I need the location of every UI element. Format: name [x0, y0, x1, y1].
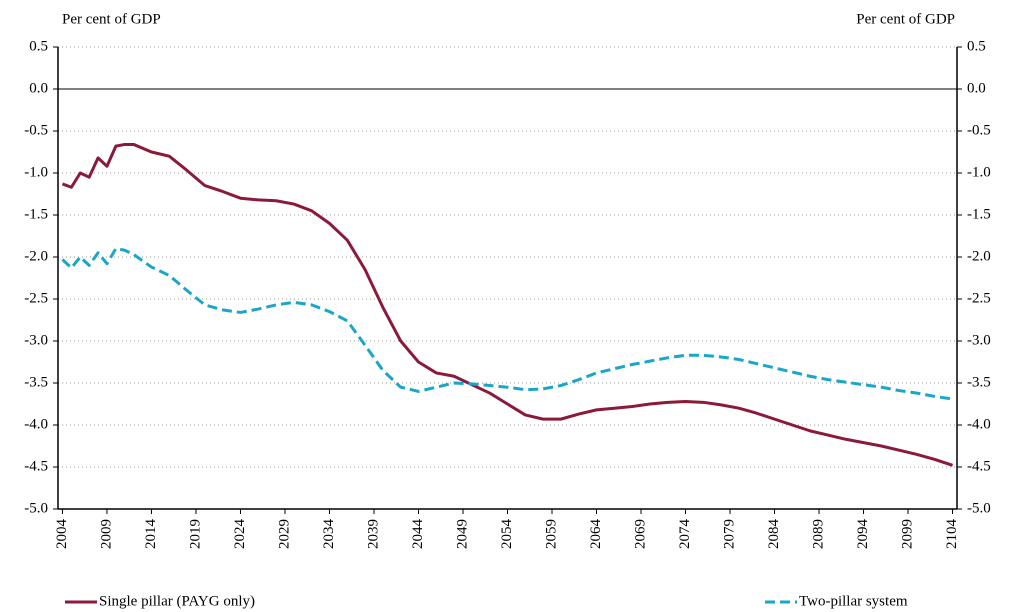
y-tick-label: -1.5	[24, 206, 48, 222]
x-tick-label: 2004	[54, 519, 70, 550]
x-tick-label: 2099	[899, 519, 915, 549]
y2-tick-label: -5.0	[967, 500, 991, 516]
x-tick-label: 2019	[187, 519, 203, 549]
x-tick-label: 2084	[766, 519, 782, 550]
x-tick-label: 2049	[454, 519, 470, 549]
x-tick-label: 2034	[321, 519, 337, 550]
y-tick-label: -0.5	[24, 122, 48, 138]
x-tick-label: 2089	[810, 519, 826, 549]
y2-tick-label: -2.0	[967, 248, 991, 264]
x-tick-label: 2079	[721, 519, 737, 549]
y2-tick-label: -4.5	[967, 458, 991, 474]
y-axis-label: Per cent of GDP	[62, 11, 161, 27]
x-tick-label: 2014	[143, 519, 159, 550]
y2-tick-label: -3.5	[967, 374, 991, 390]
y2-tick-label: -0.5	[967, 122, 991, 138]
x-tick-label: 2009	[98, 519, 114, 549]
x-tick-label: 2104	[944, 519, 960, 550]
series-line	[61, 142, 954, 467]
y-tick-label: -3.5	[24, 374, 48, 390]
legend-label: Two-pillar system	[799, 593, 908, 609]
x-tick-label: 2074	[677, 519, 693, 550]
y-tick-label: 0.0	[29, 80, 48, 96]
y2-axis-label: Per cent of GDP	[856, 11, 955, 27]
y-tick-label: -2.0	[24, 248, 48, 264]
y-tick-label: -4.5	[24, 458, 48, 474]
y-tick-label: -1.0	[24, 164, 48, 180]
x-tick-label: 2094	[855, 519, 871, 550]
x-tick-label: 2029	[276, 519, 292, 549]
y2-tick-label: -1.0	[967, 164, 991, 180]
y-tick-label: -3.0	[24, 332, 48, 348]
x-tick-label: 2054	[499, 519, 515, 550]
y2-tick-label: 0.5	[967, 38, 986, 54]
y-tick-label: -5.0	[24, 500, 48, 516]
y2-tick-label: -2.5	[967, 290, 991, 306]
x-tick-label: 2069	[632, 519, 648, 549]
y2-tick-label: 0.0	[967, 80, 986, 96]
y-tick-label: 0.5	[29, 38, 48, 54]
x-tick-label: 2044	[410, 519, 426, 550]
y-tick-label: -4.0	[24, 416, 48, 432]
x-tick-label: 2039	[365, 519, 381, 549]
y-tick-label: -2.5	[24, 290, 48, 306]
y2-tick-label: -4.0	[967, 416, 991, 432]
x-tick-label: 2024	[232, 519, 248, 550]
legend-label: Single pillar (PAYG only)	[99, 593, 255, 609]
x-tick-label: 2059	[543, 519, 559, 549]
x-tick-label: 2064	[588, 519, 604, 550]
series-line	[61, 247, 953, 401]
y2-tick-label: -1.5	[967, 206, 991, 222]
y2-tick-label: -3.0	[967, 332, 991, 348]
